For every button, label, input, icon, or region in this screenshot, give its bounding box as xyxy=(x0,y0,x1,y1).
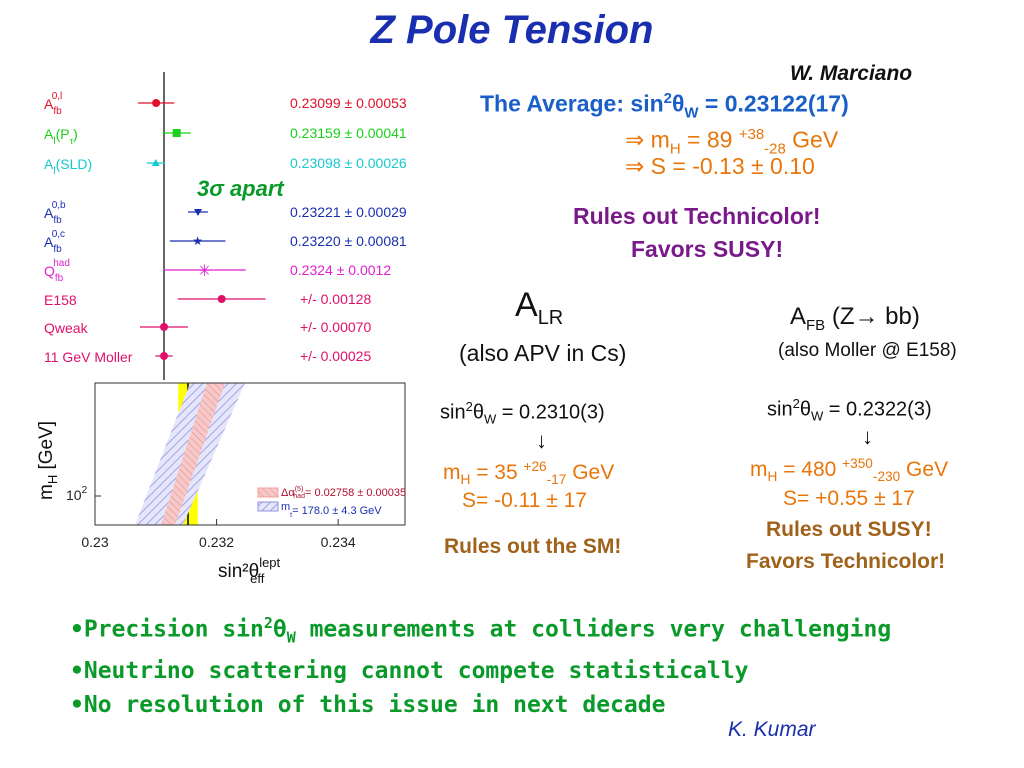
row-label: Afb0,c xyxy=(44,229,65,255)
x-axis-label: sin²θlept eff xyxy=(218,555,281,586)
afb-favors-technicolor: Favors Technicolor! xyxy=(746,550,946,573)
legend-swatch xyxy=(257,501,279,512)
row-value: 0.2324 ± 0.0012 xyxy=(290,262,391,278)
row-value: 0.23098 ± 0.00026 xyxy=(290,155,407,171)
alr-rules: Rules out the SM! xyxy=(444,535,622,558)
alr-subtitle: (also APV in Cs) xyxy=(459,340,627,366)
page-title: Z Pole Tension xyxy=(370,8,654,52)
bullet-item: •Precision sin2θW measurements at collid… xyxy=(70,614,892,647)
alr-mh: mH = 35 +26-17 GeV xyxy=(443,459,615,488)
data-point: ★ xyxy=(192,234,203,248)
afb-title: AFB (Z→ bb) xyxy=(790,303,920,334)
row-label: 11 GeV Moller xyxy=(44,349,133,365)
row-label: Afb0,l xyxy=(44,91,62,117)
row-value: +/- 0.00025 xyxy=(300,348,371,364)
data-point xyxy=(217,295,226,303)
row-value: 0.23221 ± 0.00029 xyxy=(290,204,407,220)
data-point xyxy=(160,352,169,360)
x-tick-label: 0.234 xyxy=(321,534,356,550)
row-label: Al(SLD) xyxy=(44,156,92,177)
average-line: The Average: sin2θW = 0.23122(17) xyxy=(480,90,849,122)
row-value: 0.23099 ± 0.00053 xyxy=(290,95,407,111)
data-point xyxy=(160,323,169,331)
sigma-apart-label: 3σ apart xyxy=(197,176,285,201)
row-label: Qfbhad xyxy=(44,258,70,284)
afb-sin2theta: sin2θW = 0.2322(3) xyxy=(767,396,932,424)
legend-label: mt= 178.0 ± 4.3 GeV xyxy=(281,501,382,519)
data-point xyxy=(193,209,202,216)
alr-arrow-icon: ↓ xyxy=(536,428,547,453)
x-tick-label: 0.232 xyxy=(199,534,234,550)
alr-s: S= -0.11 ± 17 xyxy=(462,489,587,512)
afb-s: S= +0.55 ± 17 xyxy=(783,487,915,510)
row-value: 0.23159 ± 0.00041 xyxy=(290,125,407,141)
y-tick-label: 102 xyxy=(66,485,88,503)
bullet-list: •Precision sin2θW measurements at collid… xyxy=(70,606,891,722)
data-point xyxy=(172,129,181,137)
bullet-item: •No resolution of this issue in next dec… xyxy=(70,692,666,719)
rules-technicolor: Rules out Technicolor! xyxy=(573,203,821,229)
data-point xyxy=(151,159,160,166)
afb-arrow-icon: ↓ xyxy=(862,424,873,449)
afb-mh: mH = 480 +350-230 GeV xyxy=(750,456,949,485)
plot-frame xyxy=(94,382,406,526)
alr-sin2theta: sin2θW = 0.2310(3) xyxy=(440,399,605,427)
author-top: W. Marciano xyxy=(790,62,913,85)
afb-rules-susy: Rules out SUSY! xyxy=(766,518,932,541)
afb-subtitle: (also Moller @ E158) xyxy=(778,340,957,361)
favors-susy: Favors SUSY! xyxy=(631,236,784,262)
bullet-item: •Neutrino scattering cannot compete stat… xyxy=(70,658,749,685)
row-value: 0.23220 ± 0.00081 xyxy=(290,233,407,249)
row-label: Al(Pτ) xyxy=(44,126,78,147)
author-bottom: K. Kumar xyxy=(728,718,816,741)
data-point: ✳ xyxy=(198,263,211,280)
row-label: E158 xyxy=(44,292,77,308)
x-tick-label: 0.23 xyxy=(81,534,108,550)
s-implication: ⇒ S = -0.13 ± 0.10 xyxy=(625,153,815,179)
mh-implication: ⇒ mH = 89 +38-28 GeV xyxy=(625,126,839,158)
data-point xyxy=(152,99,161,107)
row-value: +/- 0.00128 xyxy=(300,291,371,307)
row-value: +/- 0.00070 xyxy=(300,319,371,335)
alr-title: ALR xyxy=(515,286,564,329)
row-label: Afb0,b xyxy=(44,200,66,226)
row-label: Qweak xyxy=(44,320,89,336)
legend-label: Δα(5) had= 0.02758 ± 0.00035 xyxy=(281,486,406,500)
legend-swatch xyxy=(257,487,279,498)
y-axis-label: mH [GeV] xyxy=(36,421,60,500)
alpha-band xyxy=(161,383,225,525)
